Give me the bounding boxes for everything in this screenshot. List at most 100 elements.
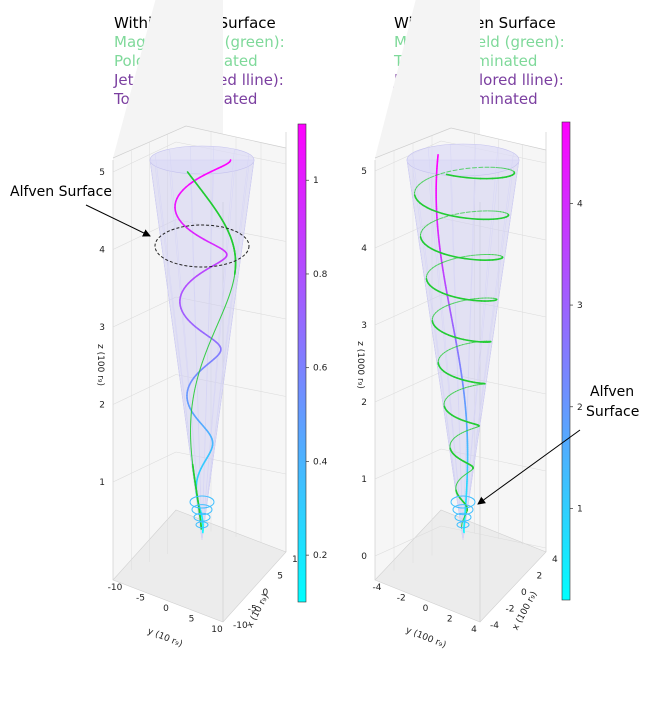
alfven-surface-ellipse xyxy=(154,224,250,268)
magnetic-field-segment xyxy=(422,226,426,231)
magnetic-field-segment xyxy=(452,168,460,172)
z-tick-label: 3 xyxy=(361,321,367,331)
cone-rib xyxy=(190,146,203,541)
magnetic-field-segment xyxy=(445,303,451,307)
magnetic-field-segment xyxy=(429,267,434,271)
colorbar-tick-label: 0.4 xyxy=(313,457,328,467)
y-tick-label: -10 xyxy=(108,583,123,593)
right-alfven-annotation-line-2: Surface xyxy=(586,404,639,420)
z-tick-label: 1 xyxy=(361,475,367,485)
x-tick-label: 5 xyxy=(277,572,283,582)
right-z-axis-label: z (1000 r₉) xyxy=(355,341,365,389)
magnetic-field-segment xyxy=(470,254,477,257)
magnetic-field-segment xyxy=(434,173,442,177)
cone-rib xyxy=(201,153,250,541)
magnetic-field-segment xyxy=(504,168,510,170)
cone-rib xyxy=(462,159,520,541)
magnetic-field-segment xyxy=(438,216,445,220)
magnetic-field-segment xyxy=(458,256,466,260)
x-tick-label: -2 xyxy=(506,605,515,615)
magnetic-field-segment xyxy=(452,346,457,349)
magnetic-field-segment xyxy=(458,168,467,170)
cone-rib xyxy=(406,159,464,541)
magnetic-field-segment xyxy=(453,301,459,304)
colorbar-tick-label: 2 xyxy=(577,403,583,413)
colorbar-tick-label: 4 xyxy=(577,199,583,209)
z-grid-line xyxy=(374,448,442,480)
left-plot-lines xyxy=(154,159,250,534)
magnetic-field-segment xyxy=(453,255,461,259)
magnetic-field-segment xyxy=(449,302,455,305)
magnetic-field-segment xyxy=(459,176,468,179)
magnetic-field-segment xyxy=(438,261,444,265)
magnetic-field-segment xyxy=(461,299,467,302)
x-tick-label: 2 xyxy=(537,572,543,582)
left-z-axis-label: z (100 r₉) xyxy=(95,344,105,386)
y-tick-label: 0 xyxy=(423,604,429,614)
z-grid-line xyxy=(112,451,177,483)
z-grid-line xyxy=(374,371,442,403)
magnetic-field-segment xyxy=(430,208,438,213)
magnetic-field-segment xyxy=(416,184,420,188)
magnetic-field-segment xyxy=(466,176,475,180)
right-y-axis-label: y (100 r₉) xyxy=(404,626,447,651)
z-tick-label: 5 xyxy=(99,168,105,178)
magnetic-field-segment xyxy=(186,171,190,174)
colorbar-tick-label: 1 xyxy=(313,176,319,186)
magnetic-field-segment xyxy=(465,342,471,345)
colorbar-tick-label: 1 xyxy=(577,504,583,514)
magnetic-field-segment xyxy=(446,214,455,218)
z-tick-label: 4 xyxy=(361,244,367,254)
cone-top xyxy=(406,143,520,177)
magnetic-field-segment xyxy=(426,206,433,211)
magnetic-field-segment xyxy=(448,254,456,258)
y-tick-label: -4 xyxy=(373,583,382,593)
colorbar-tick-label: 0.8 xyxy=(313,270,328,280)
magnetic-field-segment xyxy=(465,217,473,220)
z-tick-label: 2 xyxy=(361,398,367,408)
magnetic-field-segment xyxy=(464,257,472,261)
magnetic-field-segment xyxy=(454,212,462,215)
x-tick-label: 0 xyxy=(521,588,527,598)
base-loop xyxy=(193,512,211,522)
magnetic-field-segment xyxy=(451,257,457,260)
magnetic-field-segment xyxy=(446,258,453,262)
z-grid-line xyxy=(175,451,287,475)
colorbar-tick-label: 0.6 xyxy=(313,364,328,374)
z-grid-line xyxy=(374,140,442,172)
z-grid-line xyxy=(112,141,177,173)
y-tick-label: 5 xyxy=(189,615,195,625)
base-loop xyxy=(450,495,476,509)
cone-rib xyxy=(169,149,203,541)
magnetic-field-segment xyxy=(465,255,472,257)
x-tick-label: -10 xyxy=(233,621,248,631)
base-loop xyxy=(454,512,472,522)
magnetic-field-segment xyxy=(442,260,448,263)
magnetic-field-segment xyxy=(424,224,428,228)
y-tick-label: -5 xyxy=(136,594,145,604)
cone-rib xyxy=(412,166,464,541)
y-tick-label: -2 xyxy=(397,594,406,604)
base-loop xyxy=(195,521,209,529)
magnetic-field-segment xyxy=(460,211,467,214)
magnetic-field-segment xyxy=(430,220,436,224)
cone-rib xyxy=(427,147,464,541)
magnetic-field-segment xyxy=(469,341,474,344)
z-tick-label: 1 xyxy=(99,478,105,488)
y-tick-label: 10 xyxy=(211,625,223,635)
z-tick-label: 2 xyxy=(99,401,105,411)
y-tick-label: 0 xyxy=(163,604,169,614)
magnetic-field-segment xyxy=(446,170,454,173)
right-annotation-arrow xyxy=(477,429,581,505)
magnetic-field-segment xyxy=(441,212,449,216)
magnetic-field-segment xyxy=(452,174,461,178)
colorbar-tick-label: 0.2 xyxy=(313,551,327,561)
base-loop xyxy=(189,495,215,509)
left-cone xyxy=(149,145,255,541)
z-tick-label: 5 xyxy=(361,167,367,177)
cone-rib xyxy=(462,172,499,541)
left-colorbar xyxy=(297,123,307,603)
z-tick-label: 0 xyxy=(361,552,367,562)
base-loop xyxy=(452,504,474,516)
z-tick-label: 3 xyxy=(99,323,105,333)
